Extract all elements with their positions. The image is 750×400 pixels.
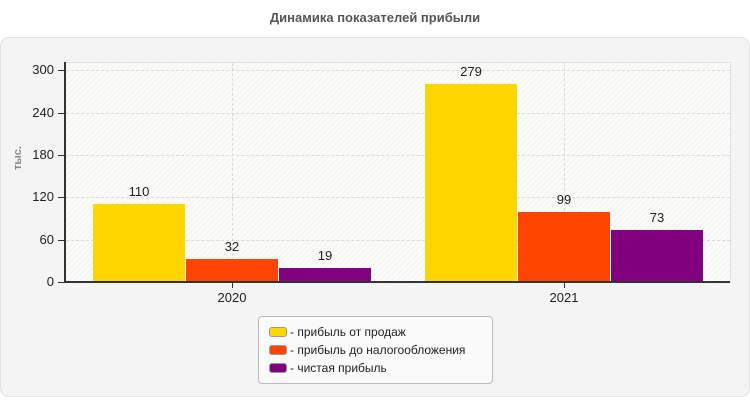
y-tick [58, 113, 64, 114]
value-label: 73 [649, 210, 665, 225]
gridline-120 [66, 197, 730, 198]
chart-title: Динамика показателей прибыли [269, 10, 481, 25]
bar-2021-pretax-profit [518, 212, 610, 282]
value-label: 19 [317, 248, 333, 263]
bar-2020-pretax-profit [186, 259, 278, 282]
value-label: 99 [556, 192, 572, 207]
gridline-60 [66, 240, 730, 241]
legend-label: - прибыль до налогообложения [290, 343, 466, 357]
legend-label: - чистая прибыль [290, 361, 387, 375]
bar-2020-net-profit [279, 268, 371, 282]
gridline-2021 [564, 63, 565, 281]
x-axis [64, 281, 730, 283]
y-tick-label: 300 [32, 62, 54, 77]
x-tick [232, 283, 233, 288]
y-axis-title: тыс. [12, 146, 24, 170]
value-label: 110 [128, 184, 150, 199]
legend-item-pretax-profit[interactable]: - прибыль до налогообложения [269, 342, 465, 358]
bar-2021-sales-profit [425, 84, 517, 282]
y-tick [58, 155, 64, 156]
gridline-2020 [232, 63, 233, 281]
legend-item-net-profit[interactable]: - чистая прибыль [269, 360, 387, 376]
value-label: 279 [460, 64, 482, 79]
y-tick-label: 180 [32, 147, 54, 162]
y-axis [64, 62, 66, 283]
y-tick [58, 197, 64, 198]
legend-swatch-icon [269, 327, 287, 337]
y-tick-label: 60 [39, 232, 54, 247]
bar-2021-net-profit [611, 230, 703, 282]
x-tick [564, 283, 565, 288]
value-label: 32 [224, 239, 240, 254]
legend-swatch-icon [269, 345, 287, 355]
x-tick-label: 2021 [549, 290, 579, 305]
legend-label: - прибыль от продаж [290, 325, 406, 339]
bar-2020-sales-profit [93, 204, 185, 282]
y-tick-label: 240 [32, 105, 54, 120]
y-tick-label: 0 [46, 274, 54, 289]
y-tick [58, 70, 64, 71]
gridline-180 [66, 155, 730, 156]
y-tick-label: 120 [32, 189, 54, 204]
gridline-240 [66, 113, 730, 114]
gridline-300 [66, 70, 730, 71]
y-tick [58, 282, 64, 283]
legend: - прибыль от продаж - прибыль до налогоо… [258, 316, 493, 384]
x-tick-label: 2020 [217, 290, 247, 305]
y-tick [58, 240, 64, 241]
legend-item-sales-profit[interactable]: - прибыль от продаж [269, 324, 406, 340]
legend-swatch-icon [269, 363, 287, 373]
